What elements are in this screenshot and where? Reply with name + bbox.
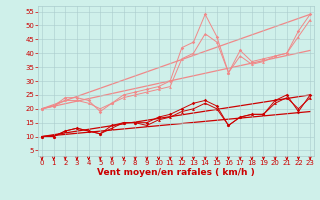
X-axis label: Vent moyen/en rafales ( km/h ): Vent moyen/en rafales ( km/h ) [97,168,255,177]
